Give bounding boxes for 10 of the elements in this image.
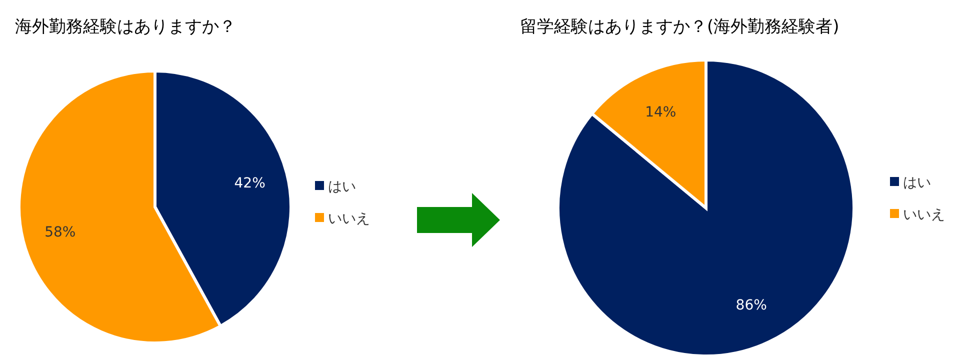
data-label: 86% [736, 297, 767, 314]
legend-label: はい [328, 179, 356, 195]
chart-title: 留学経験はありますか？(海外勤務経験者) [520, 17, 840, 37]
chart-title: 海外勤務経験はありますか？ [15, 17, 236, 37]
legend-label: いいえ [328, 211, 370, 227]
data-label: 14% [645, 104, 676, 121]
data-label: 42% [234, 176, 266, 192]
legend-label: はい [903, 175, 931, 191]
data-label: 58% [44, 224, 76, 240]
legend-label: いいえ [903, 207, 945, 223]
